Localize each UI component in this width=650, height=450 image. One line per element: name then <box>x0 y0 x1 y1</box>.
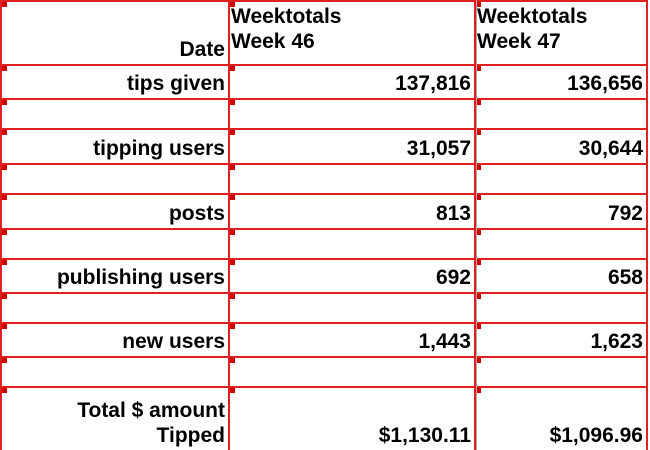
grid-line <box>646 0 648 450</box>
comment-marker <box>2 100 7 105</box>
comment-marker <box>476 294 481 299</box>
comment-marker <box>2 388 7 393</box>
comment-marker <box>2 358 7 363</box>
cell: Weektotals Week 47 <box>474 0 646 64</box>
cell-text: 813 <box>435 202 471 225</box>
cell-text: new users <box>122 330 225 353</box>
grid-line <box>228 0 230 450</box>
comment-marker <box>476 130 481 135</box>
cell: posts <box>0 193 228 228</box>
comment-marker <box>476 66 481 71</box>
cell-text: Week 47 <box>477 30 561 53</box>
grid-line <box>0 258 646 260</box>
cell: 813 <box>228 193 474 228</box>
cell-text: Date <box>179 38 225 61</box>
cell: publishing users <box>0 258 228 292</box>
cell: new users <box>0 322 228 356</box>
cell: 692 <box>228 258 474 292</box>
cell-text: 31,057 <box>406 137 471 160</box>
comment-marker <box>230 66 235 71</box>
cell: 136,656 <box>474 64 646 98</box>
comment-marker <box>230 100 235 105</box>
comment-marker <box>2 230 7 235</box>
cell: tips given <box>0 64 228 98</box>
cell: tipping users <box>0 128 228 163</box>
cell-text: $1,096.96 <box>549 424 643 447</box>
cell: 1,623 <box>474 322 646 356</box>
cell: 30,644 <box>474 128 646 163</box>
comment-marker <box>230 260 235 265</box>
cell: Total $ amount Tipped <box>0 386 228 450</box>
grid-line <box>0 128 646 130</box>
comment-marker <box>2 324 7 329</box>
grid-line <box>0 0 2 450</box>
comment-marker <box>476 2 481 7</box>
grid-line <box>0 322 646 324</box>
comment-marker <box>230 294 235 299</box>
grid-line <box>0 228 646 230</box>
cell-text: Weektotals <box>477 5 588 28</box>
grid-line <box>474 0 476 450</box>
cell-text: 136,656 <box>567 72 643 95</box>
cell-text: 137,816 <box>395 72 471 95</box>
comment-marker <box>2 2 7 7</box>
comment-marker <box>476 195 481 200</box>
cell-text: Weektotals <box>231 5 342 28</box>
comment-marker <box>476 230 481 235</box>
comment-marker <box>230 358 235 363</box>
comment-marker <box>476 100 481 105</box>
cell-text: Tipped <box>156 424 225 447</box>
grid-line <box>476 0 477 450</box>
cell-text: publishing users <box>56 266 225 289</box>
cell-text: 792 <box>607 202 643 225</box>
grid-line <box>0 98 646 100</box>
cell: 31,057 <box>228 128 474 163</box>
comment-marker <box>230 388 235 393</box>
comment-marker <box>476 165 481 170</box>
cell-text: Total $ amount <box>77 399 225 422</box>
grid-line <box>0 356 646 358</box>
cell-text: 1,443 <box>418 330 471 353</box>
cell: Date <box>0 0 228 64</box>
cell-text: tipping users <box>93 137 225 160</box>
cell: 792 <box>474 193 646 228</box>
comment-marker <box>2 195 7 200</box>
comment-marker <box>476 324 481 329</box>
grid-line <box>0 163 646 165</box>
cell-text: 1,623 <box>590 330 643 353</box>
cell: 137,816 <box>228 64 474 98</box>
comment-marker <box>2 66 7 71</box>
cell-text: $1,130.11 <box>378 424 471 447</box>
comment-marker <box>230 195 235 200</box>
comment-marker <box>230 230 235 235</box>
comment-marker <box>2 260 7 265</box>
grid-line <box>0 386 646 388</box>
cell: $1,130.11 <box>228 386 474 450</box>
cell-text: posts <box>168 202 225 225</box>
cell-text: 692 <box>435 266 471 289</box>
grid-line <box>0 64 646 66</box>
comment-marker <box>230 130 235 135</box>
cell: 658 <box>474 258 646 292</box>
grid-line <box>0 292 646 294</box>
comment-marker <box>2 165 7 170</box>
comment-marker <box>2 294 7 299</box>
cell: $1,096.96 <box>474 386 646 450</box>
cell: Weektotals Week 46 <box>228 0 474 64</box>
cell-text: 658 <box>607 266 643 289</box>
cell-text: Week 46 <box>231 30 315 53</box>
comment-marker <box>476 358 481 363</box>
cell: 1,443 <box>228 322 474 356</box>
comment-marker <box>476 260 481 265</box>
comment-marker <box>476 388 481 393</box>
cell-text: tips given <box>126 72 225 95</box>
comment-marker <box>230 165 235 170</box>
cell-text: 30,644 <box>578 137 643 160</box>
comment-marker <box>2 130 7 135</box>
comment-marker <box>230 324 235 329</box>
grid-line <box>0 193 646 195</box>
grid-line <box>0 0 646 2</box>
comment-marker <box>230 2 235 7</box>
